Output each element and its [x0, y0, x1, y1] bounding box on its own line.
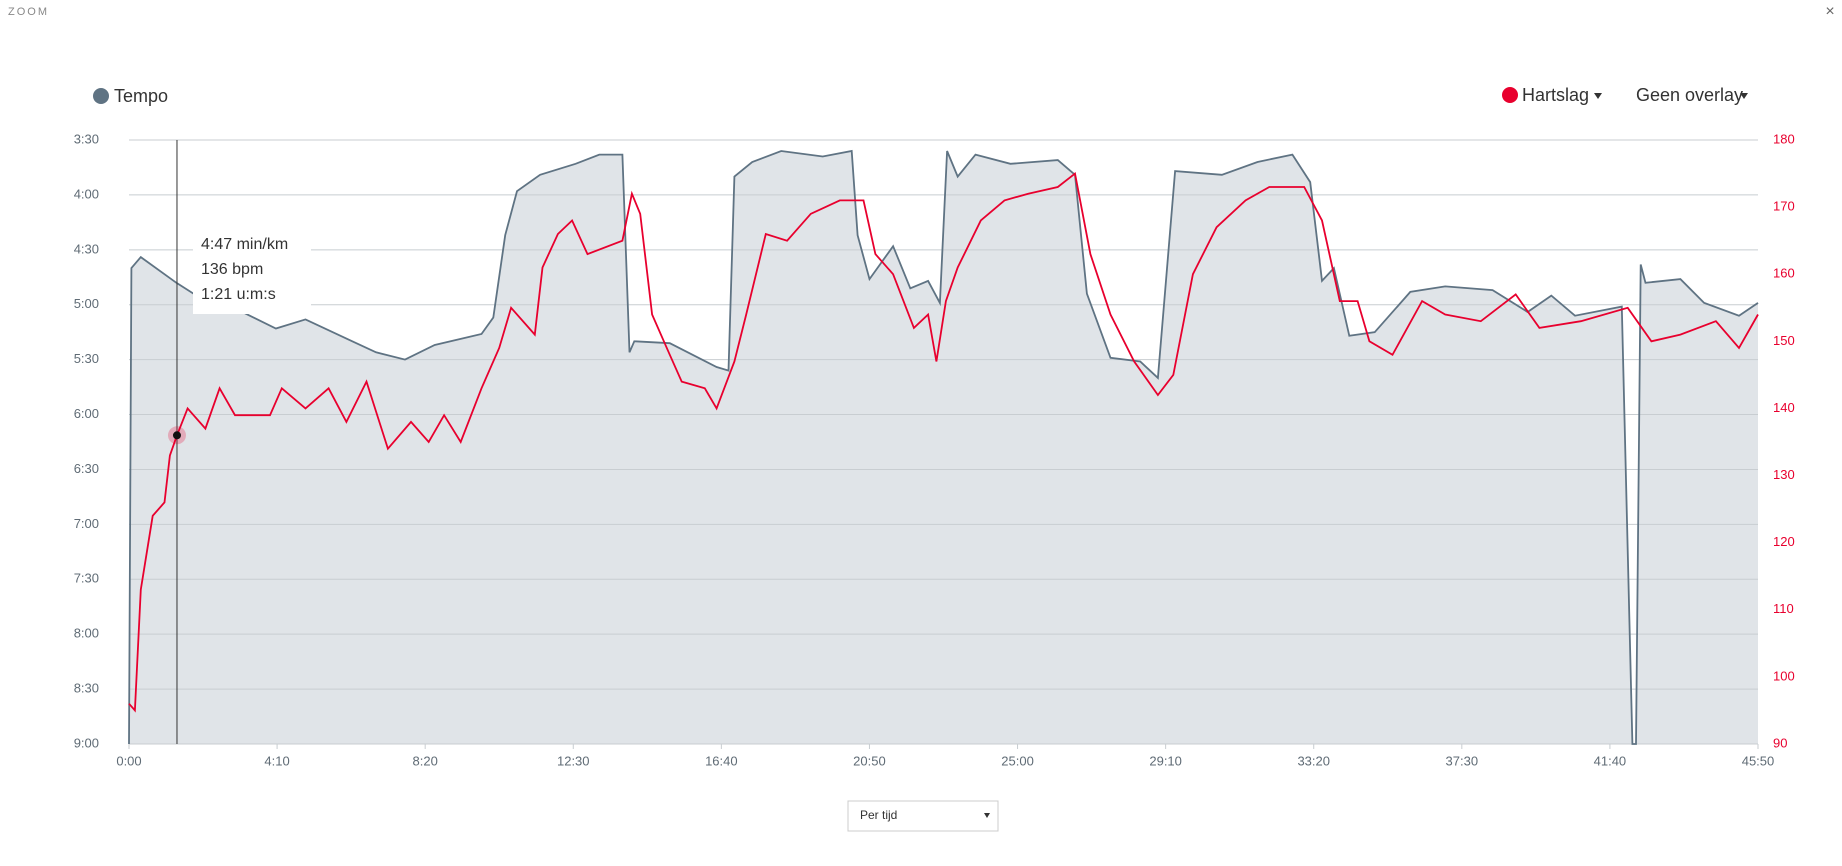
y2-tick-label: 180: [1773, 131, 1795, 146]
y-tick-label: 7:30: [74, 571, 99, 586]
tooltip-line: 1:21 u:m:s: [201, 286, 276, 303]
y-tick-label: 7:00: [74, 516, 99, 531]
tooltip-line: 4:47 min/km: [201, 236, 288, 253]
x-tick-label: 20:50: [853, 753, 886, 768]
legend-marker: [93, 88, 109, 104]
legend-label: Tempo: [114, 86, 168, 106]
x-tick-label: 29:10: [1149, 753, 1182, 768]
x-tick-label: 25:00: [1001, 753, 1034, 768]
y-tick-label: 6:00: [74, 406, 99, 421]
dropdown-arrow: [1740, 93, 1748, 99]
dropdown-arrow: [1594, 93, 1602, 99]
overlay-dropdown[interactable]: Geen overlay: [1636, 85, 1743, 105]
close-button[interactable]: ×: [1825, 3, 1834, 20]
x-tick-label: 0:00: [116, 753, 141, 768]
heart-rate-line: [128, 171, 1759, 713]
select-box[interactable]: [847, 800, 999, 832]
tooltip-box: [193, 232, 311, 314]
x-tick-label: 45:50: [1742, 753, 1775, 768]
y2-tick-label: 160: [1773, 266, 1795, 281]
y-tick-label: 5:30: [74, 351, 99, 366]
y2-tick-label: 150: [1773, 333, 1795, 348]
y-tick-label: 8:30: [74, 681, 99, 696]
legend-marker: [1502, 87, 1518, 103]
y2-tick-label: 120: [1773, 534, 1795, 549]
y-tick-label: 5:00: [74, 296, 99, 311]
y-tick-label: 9:00: [74, 735, 99, 750]
y2-tick-label: 130: [1773, 467, 1795, 482]
tooltip-line: 136 bpm: [201, 261, 263, 278]
y2-tick-label: 100: [1773, 668, 1795, 683]
y-tick-label: 3:30: [74, 131, 99, 146]
x-tick-label: 4:10: [264, 753, 289, 768]
y2-tick-label: 110: [1773, 601, 1794, 616]
x-tick-label: 33:20: [1297, 753, 1330, 768]
y-tick-label: 6:30: [74, 461, 99, 476]
x-tick-label: 37:30: [1446, 753, 1479, 768]
select-arrow: [984, 813, 990, 818]
x-tick-label: 16:40: [705, 753, 738, 768]
x-tick-label: 8:20: [413, 753, 438, 768]
x-tick-label: 12:30: [557, 753, 590, 768]
y2-tick-label: 140: [1773, 400, 1795, 415]
pace-area: [129, 151, 1758, 744]
x-tick-label: 41:40: [1594, 753, 1627, 768]
hover-dot: [172, 431, 181, 440]
zoom-label[interactable]: ZOOM: [8, 6, 49, 18]
y-tick-label: 4:00: [74, 186, 99, 201]
legend-label[interactable]: Hartslag: [1522, 85, 1589, 105]
select-label[interactable]: Per tijd: [860, 808, 897, 822]
y-tick-label: 8:00: [74, 626, 99, 641]
pace-line: [128, 149, 1759, 745]
y2-tick-label: 170: [1773, 199, 1795, 214]
y2-tick-label: 90: [1773, 735, 1787, 750]
y-tick-label: 4:30: [74, 241, 99, 256]
